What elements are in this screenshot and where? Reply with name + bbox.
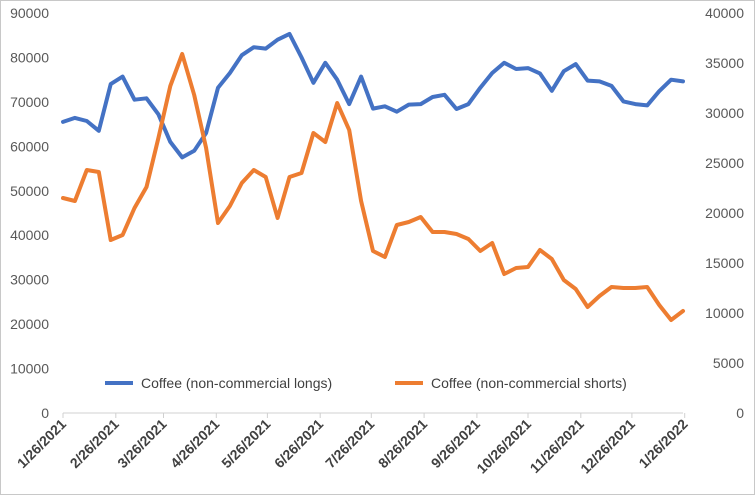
- x-tick-label: 5/26/2021: [218, 416, 274, 472]
- left-tick-label: 60000: [10, 138, 49, 154]
- series-line-shorts: [61, 52, 685, 322]
- right-tick-label: 5000: [713, 355, 744, 371]
- x-tick-label: 8/26/2021: [375, 416, 431, 472]
- left-tick-label: 70000: [10, 94, 49, 110]
- left-axis-ticks: 0 10000 20000 30000 40000 50000 60000 70000 8000…: [10, 5, 49, 421]
- series-line-longs: [61, 31, 685, 160]
- right-tick-label: 10000: [705, 305, 744, 321]
- legend-label-shorts: Coffee (non-commercial shorts): [431, 375, 627, 391]
- right-tick-label: 35000: [705, 55, 744, 71]
- x-tick-label: 10/26/2021: [473, 416, 534, 477]
- x-tick-label: 1/26/2021: [14, 416, 70, 472]
- x-tick-label: 6/26/2021: [271, 416, 327, 472]
- legend-label-longs: Coffee (non-commercial longs): [141, 375, 332, 391]
- x-tick-label: 3/26/2021: [114, 416, 170, 472]
- left-tick-label: 50000: [10, 183, 49, 199]
- right-tick-label: 40000: [705, 5, 744, 21]
- right-axis-ticks: 0 5000 10000 15000 20000 25000 30000 35000 40000: [705, 5, 744, 421]
- right-tick-label: 0: [736, 405, 744, 421]
- right-tick-label: 25000: [705, 155, 744, 171]
- x-tick-label: 4/26/2021: [167, 416, 223, 472]
- right-tick-label: 30000: [705, 105, 744, 121]
- series-layer: [61, 31, 685, 322]
- left-tick-label: 40000: [10, 227, 49, 243]
- right-tick-label: 20000: [705, 205, 744, 221]
- right-tick-label: 15000: [705, 255, 744, 271]
- left-tick-label: 0: [41, 405, 49, 421]
- x-tick-label: 2/26/2021: [67, 416, 123, 472]
- legend: Coffee (non-commercial longs) Coffee (no…: [105, 375, 627, 391]
- left-tick-label: 30000: [10, 272, 49, 288]
- left-tick-label: 80000: [10, 49, 49, 65]
- left-tick-label: 20000: [10, 316, 49, 332]
- x-axis-ticks: 1/26/20212/26/20213/26/20214/26/20215/26…: [14, 413, 691, 477]
- left-tick-label: 90000: [10, 5, 49, 21]
- x-tick-label: 1/26/2022: [635, 416, 691, 472]
- x-tick-label: 7/26/2021: [322, 416, 378, 472]
- x-tick-label: 12/26/2021: [577, 416, 638, 477]
- left-tick-label: 10000: [10, 361, 49, 377]
